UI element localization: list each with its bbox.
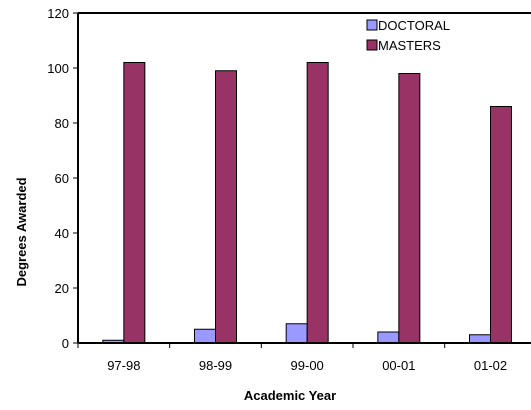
y-tick-label: 20 bbox=[55, 281, 69, 296]
bar-masters bbox=[123, 62, 146, 344]
bar-masters bbox=[306, 62, 329, 344]
bar-doctoral bbox=[285, 323, 308, 344]
bar-masters bbox=[398, 73, 421, 344]
y-axis-title: Degrees Awarded bbox=[14, 177, 29, 286]
x-tick-label: 98-99 bbox=[199, 358, 232, 373]
x-axis-title: Academic Year bbox=[244, 388, 336, 403]
bar-doctoral bbox=[377, 331, 400, 344]
legend-swatch-masters bbox=[366, 39, 378, 51]
legend-label-doctoral: DOCTORAL bbox=[378, 18, 450, 33]
x-tick-label: 00-01 bbox=[382, 358, 415, 373]
legend-label-masters: MASTERS bbox=[378, 38, 441, 53]
y-axis-ticks: 0 20 40 60 80 100 120 bbox=[47, 6, 78, 351]
x-tick-label: 01-02 bbox=[474, 358, 507, 373]
y-tick-label: 120 bbox=[47, 6, 69, 21]
bars bbox=[102, 62, 512, 344]
y-tick-label: 80 bbox=[55, 116, 69, 131]
bar-masters bbox=[215, 70, 237, 344]
x-tick-label: 97-98 bbox=[107, 358, 140, 373]
bar-doctoral bbox=[469, 334, 491, 344]
y-tick-label: 100 bbox=[47, 61, 69, 76]
legend-swatch-doctoral bbox=[366, 19, 378, 31]
bar-masters bbox=[490, 106, 512, 344]
x-tick-label: 99-00 bbox=[291, 358, 324, 373]
y-tick-label: 40 bbox=[55, 226, 69, 241]
legend: DOCTORAL MASTERS bbox=[366, 18, 450, 53]
y-tick-label: 0 bbox=[62, 336, 69, 351]
bar-doctoral bbox=[194, 328, 216, 344]
y-tick-label: 60 bbox=[55, 171, 69, 186]
